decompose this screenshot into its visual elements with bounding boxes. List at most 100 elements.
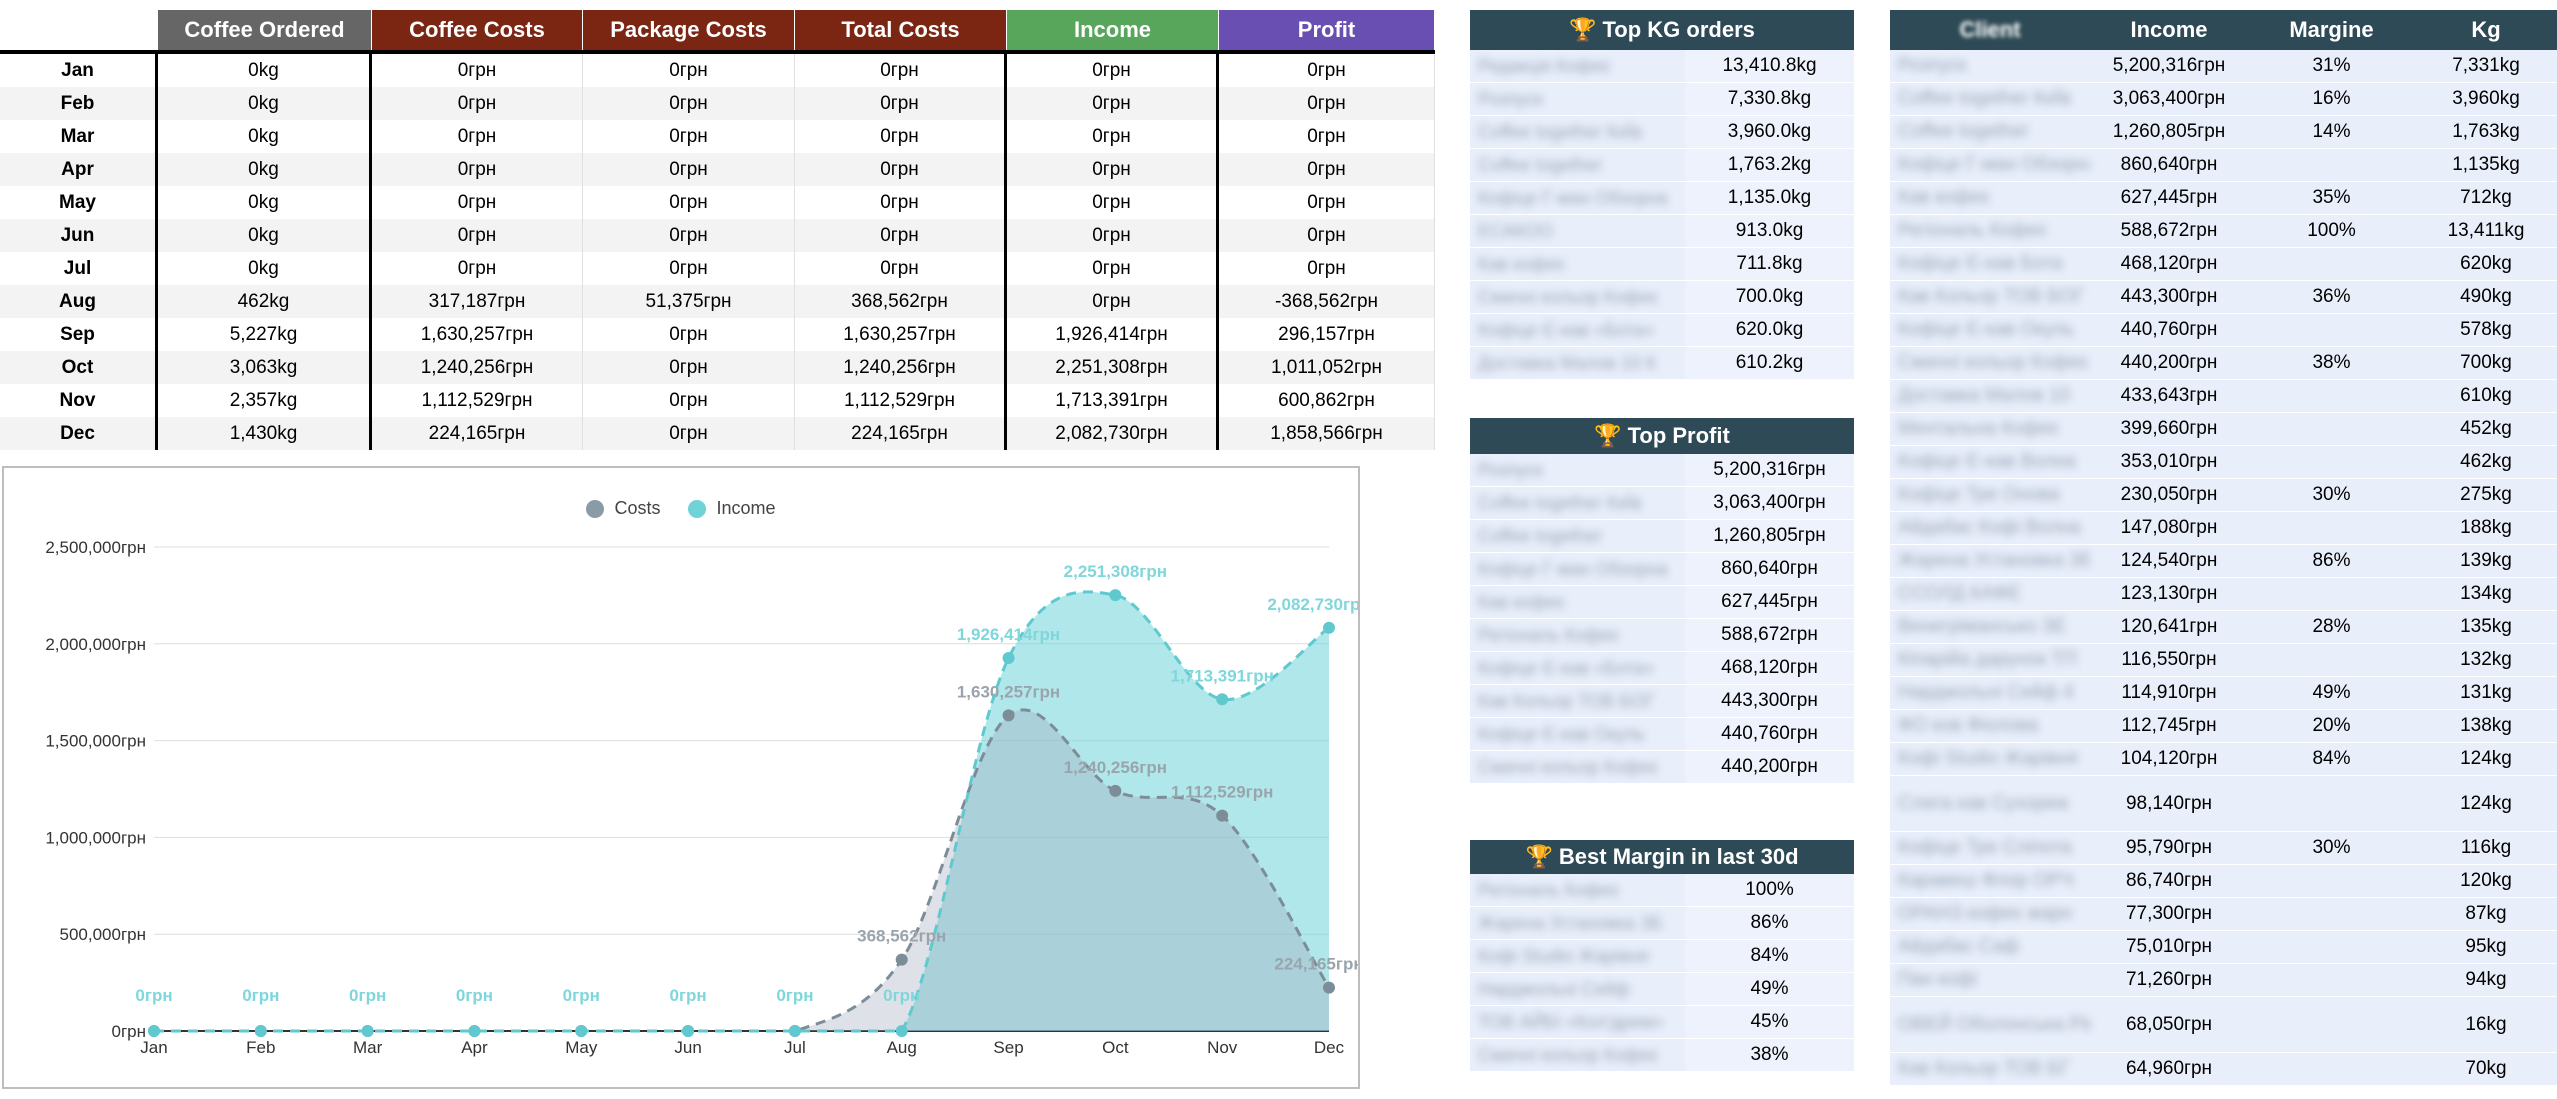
table-cell[interactable]: 0грн: [583, 87, 795, 120]
client-name[interactable]: Кофіце Г-ман Обзорна: [1898, 154, 2090, 175]
table-cell[interactable]: 1,926,414грн: [1007, 318, 1219, 351]
list-value[interactable]: 3,960.0kg: [1685, 116, 1854, 148]
table-cell[interactable]: 462kg: [158, 285, 372, 318]
month-label[interactable]: Jun: [0, 219, 158, 252]
client-income[interactable]: 124,540грн: [2120, 550, 2218, 571]
table-cell[interactable]: 0грн: [583, 54, 795, 87]
list-value[interactable]: 86%: [1685, 907, 1854, 939]
client-kg[interactable]: 16kg: [2465, 1013, 2507, 1035]
client-name[interactable]: Кофіце Є-кав Окуль: [1478, 723, 1645, 744]
client-income[interactable]: 443,300грн: [2120, 286, 2218, 307]
table-cell[interactable]: 0kg: [158, 252, 372, 285]
table-cell[interactable]: 0грн: [1219, 153, 1435, 186]
client-name[interactable]: Кофіце Є-кав «Бота»: [1478, 657, 1654, 678]
client-name[interactable]: Кав кофеє: [1898, 187, 1990, 208]
client-kg[interactable]: 120kg: [2460, 870, 2512, 891]
list-value[interactable]: 443,300грн: [1685, 685, 1854, 717]
list-value[interactable]: 3,063,400грн: [1685, 487, 1854, 519]
client-kg[interactable]: 610kg: [2460, 385, 2512, 406]
client-name[interactable]: Кофіце Г-ман Обзорна: [1478, 187, 1668, 208]
client-name[interactable]: Доставка Малов 10 К: [1478, 352, 1657, 373]
month-label[interactable]: Mar: [0, 120, 158, 153]
client-margin[interactable]: 84%: [2312, 748, 2351, 769]
table-cell[interactable]: 1,112,529грн: [372, 384, 583, 417]
table-cell[interactable]: 0грн: [372, 153, 583, 186]
client-income[interactable]: 440,760грн: [2120, 319, 2218, 340]
client-margin[interactable]: 20%: [2312, 715, 2351, 736]
list-value[interactable]: 45%: [1685, 1006, 1854, 1038]
table-cell[interactable]: 0грн: [1219, 120, 1435, 153]
list-value[interactable]: 860,640грн: [1685, 553, 1854, 585]
table-cell[interactable]: 0грн: [1007, 54, 1219, 87]
table-cell[interactable]: 1,011,052грн: [1219, 351, 1435, 384]
table-cell[interactable]: 0грн: [795, 252, 1007, 285]
table-cell[interactable]: 1,630,257грн: [795, 318, 1007, 351]
month-label[interactable]: Dec: [0, 417, 158, 450]
table-cell[interactable]: 296,157грн: [1219, 318, 1435, 351]
table-cell[interactable]: 0грн: [583, 120, 795, 153]
list-value[interactable]: 5,200,316грн: [1685, 454, 1854, 486]
list-value[interactable]: 711.8kg: [1685, 248, 1854, 280]
table-cell[interactable]: 0грн: [372, 252, 583, 285]
client-kg[interactable]: 131kg: [2460, 682, 2512, 703]
client-name[interactable]: Кофіце Є-кав Волна: [1898, 451, 2076, 472]
client-kg[interactable]: 87kg: [2465, 903, 2507, 924]
table-cell[interactable]: 0грн: [1007, 219, 1219, 252]
client-kg[interactable]: 188kg: [2460, 517, 2512, 538]
client-name[interactable]: Кав Кольор ТОВ БОГ: [1478, 690, 1655, 711]
client-margin[interactable]: 31%: [2312, 55, 2351, 76]
client-income[interactable]: 64,960грн: [2125, 1058, 2213, 1079]
client-income[interactable]: 588,672грн: [2120, 220, 2218, 241]
list-value[interactable]: 620.0kg: [1685, 314, 1854, 346]
client-name[interactable]: Кав кофеє: [1478, 253, 1566, 274]
client-name[interactable]: Кофіце Є-кав «Бота»: [1478, 319, 1654, 340]
client-kg[interactable]: 700kg: [2460, 352, 2512, 373]
client-name[interactable]: Розпуск: [1478, 88, 1543, 109]
client-kg[interactable]: 13,411kg: [2447, 220, 2525, 241]
month-label[interactable]: Jan: [0, 54, 158, 87]
client-margin[interactable]: [2248, 644, 2415, 676]
list-value[interactable]: 588,672грн: [1685, 619, 1854, 651]
table-cell[interactable]: 224,165грн: [372, 417, 583, 450]
client-income[interactable]: 147,080грн: [2120, 517, 2218, 538]
client-margin[interactable]: 38%: [2312, 352, 2351, 373]
list-value[interactable]: 440,760грн: [1685, 718, 1854, 750]
list-value[interactable]: 84%: [1685, 940, 1854, 972]
client-income[interactable]: 468,120грн: [2120, 253, 2218, 274]
client-income[interactable]: 399,660грн: [2120, 418, 2218, 439]
table-cell[interactable]: 1,858,566грн: [1219, 417, 1435, 450]
table-cell[interactable]: 368,562грн: [795, 285, 1007, 318]
table-cell[interactable]: 0грн: [1219, 186, 1435, 219]
client-kg[interactable]: 138kg: [2460, 715, 2512, 736]
client-kg[interactable]: 70kg: [2465, 1058, 2507, 1079]
table-cell[interactable]: 0грн: [795, 186, 1007, 219]
client-kg[interactable]: 578kg: [2460, 319, 2512, 340]
table-cell[interactable]: 0грн: [372, 186, 583, 219]
client-kg[interactable]: 452kg: [2460, 418, 2512, 439]
client-name[interactable]: Айдабас Кофі Волна: [1898, 517, 2081, 538]
client-margin[interactable]: 100%: [2307, 220, 2356, 241]
client-name[interactable]: Кав Кольор ТОВ БОГ: [1898, 286, 2085, 307]
table-cell[interactable]: 0грн: [583, 351, 795, 384]
table-cell[interactable]: 0грн: [583, 186, 795, 219]
table-cell[interactable]: 317,187грн: [372, 285, 583, 318]
client-name[interactable]: Жарена Установка ЗБ: [1898, 550, 2090, 571]
client-name[interactable]: Доставка Малов 10: [1898, 385, 2070, 406]
client-income[interactable]: 120,641грн: [2120, 616, 2218, 637]
client-margin[interactable]: [2248, 578, 2415, 610]
table-cell[interactable]: 0грн: [1219, 54, 1435, 87]
table-cell[interactable]: 0грн: [583, 252, 795, 285]
table-cell[interactable]: 1,240,256грн: [372, 351, 583, 384]
table-cell[interactable]: 2,251,308грн: [1007, 351, 1219, 384]
client-name[interactable]: Coffee together: [1478, 525, 1602, 546]
list-value[interactable]: 1,260,805грн: [1685, 520, 1854, 552]
client-kg[interactable]: 712kg: [2460, 187, 2512, 208]
client-name[interactable]: Нарджольні Сейф 4: [1898, 682, 2074, 703]
table-cell[interactable]: 0грн: [1219, 252, 1435, 285]
table-cell[interactable]: 0kg: [158, 87, 372, 120]
list-value[interactable]: 1,763.2kg: [1685, 149, 1854, 181]
client-margin[interactable]: [2248, 380, 2415, 412]
table-cell[interactable]: 1,430kg: [158, 417, 372, 450]
table-cell[interactable]: 0грн: [583, 318, 795, 351]
client-name[interactable]: Смачні кольор Кофеє: [1478, 1044, 1659, 1065]
